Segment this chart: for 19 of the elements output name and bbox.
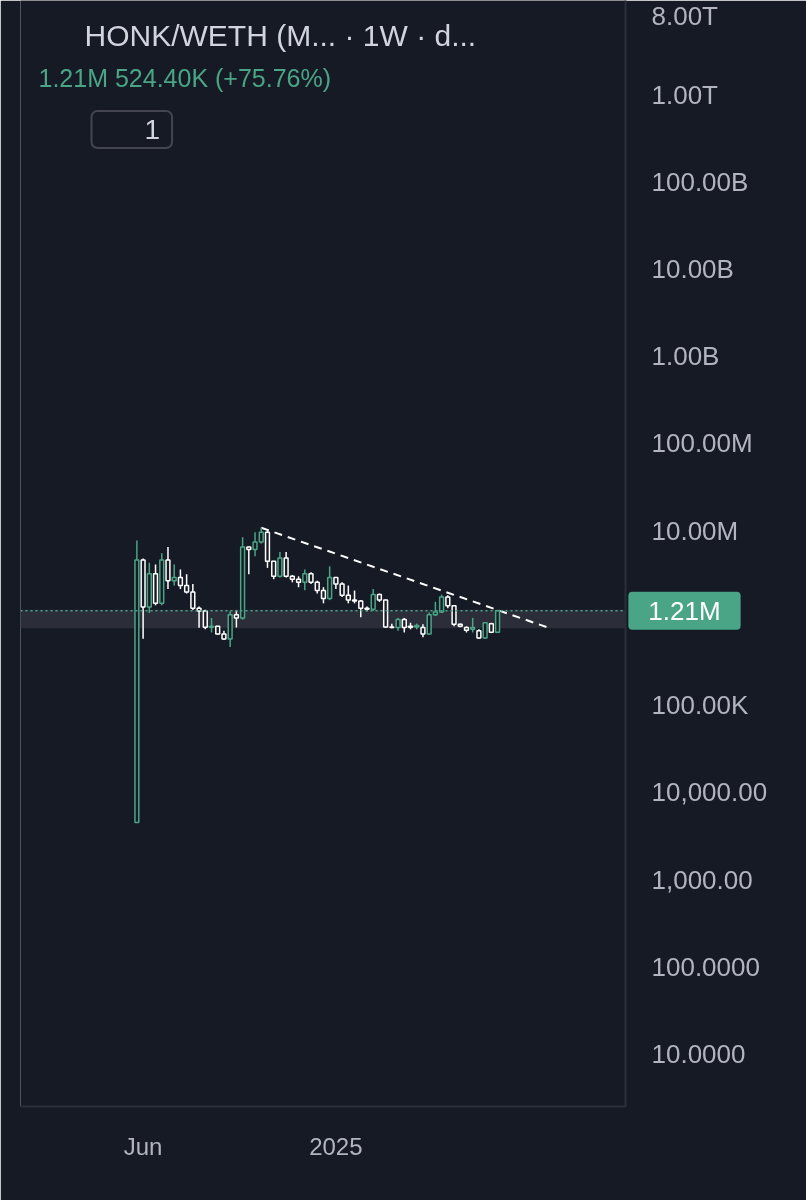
ref-line-label: 1.21M [648, 595, 721, 626]
y-tick-label: 10.0000 [651, 1038, 746, 1069]
text: 1.21M 524.40K (+75.76%) [38, 63, 332, 92]
y-tick-label: 10,000.00 [651, 777, 768, 808]
y-tick-label: 10.00B [651, 254, 734, 285]
y-tick-label: 8.00T [651, 0, 719, 31]
y-tick-label: 1.00T [651, 79, 719, 110]
annotation: 1 [144, 114, 161, 145]
text: HONK/WETH (M... · 1W · d... [84, 19, 477, 52]
y-tick-label: 100.0000 [651, 951, 760, 982]
y-tick-label: 100.00M [651, 428, 753, 459]
y-tick-label: 10.00M [651, 515, 739, 546]
y-tick-label: 1,000.00 [651, 864, 753, 895]
y-tick-label: 100.00K [651, 690, 750, 721]
y-tick-label: 1.00B [651, 341, 720, 372]
candlestick [451, 604, 457, 628]
x-tick-label: Jun [123, 1132, 163, 1160]
x-tick-label: 2025 [309, 1132, 363, 1160]
y-tick-label: 100.00B [651, 166, 749, 197]
